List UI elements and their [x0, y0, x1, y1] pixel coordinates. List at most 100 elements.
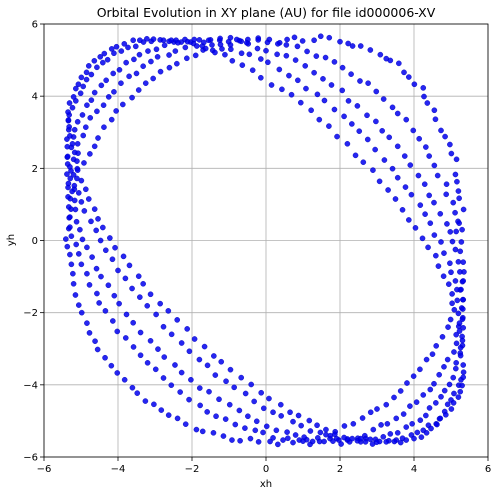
data-point [418, 434, 425, 440]
data-point [81, 160, 87, 166]
data-point [243, 39, 250, 46]
data-point [72, 206, 79, 213]
data-point [457, 352, 464, 359]
data-point [97, 54, 104, 60]
data-point [64, 243, 71, 250]
data-point [427, 386, 434, 393]
data-point [453, 331, 459, 338]
data-point [407, 162, 414, 168]
data-point [460, 362, 467, 368]
data-point [444, 221, 450, 227]
data-point [172, 48, 179, 54]
data-point [260, 429, 266, 436]
y-tick-label-2: −2 [23, 308, 38, 319]
data-point [95, 135, 101, 141]
data-point [441, 363, 447, 370]
data-point [422, 211, 428, 217]
data-point [380, 96, 387, 102]
data-point [197, 402, 203, 409]
data-point [389, 165, 396, 172]
data-point [452, 209, 458, 216]
data-point [147, 338, 154, 344]
data-point [75, 81, 82, 88]
data-point [416, 135, 422, 142]
data-point [206, 388, 212, 395]
data-point [227, 366, 234, 373]
data-point [83, 69, 90, 76]
data-point [383, 439, 390, 445]
x-tick-label-0: −6 [37, 464, 52, 475]
data-point [420, 392, 427, 398]
data-point [404, 380, 410, 386]
data-point [323, 426, 329, 433]
data-point [344, 140, 351, 147]
data-point [275, 441, 281, 448]
data-point [209, 42, 215, 48]
data-point [161, 42, 168, 49]
data-point [431, 162, 438, 169]
data-point [66, 124, 72, 130]
data-point [434, 421, 440, 428]
data-point [177, 389, 183, 395]
data-point [447, 260, 453, 267]
data-point [110, 318, 116, 324]
data-point [199, 428, 206, 435]
data-point [104, 56, 111, 63]
data-point [69, 140, 76, 147]
data-point [121, 41, 128, 47]
data-point [260, 405, 267, 412]
data-point [83, 186, 89, 193]
data-point [65, 204, 72, 210]
y-axis-label: yh [6, 234, 17, 246]
y-tick-label-3: 0 [32, 236, 38, 247]
data-point [338, 441, 344, 447]
data-point [122, 275, 129, 282]
data-point [223, 378, 229, 385]
data-point [67, 214, 73, 220]
data-point [105, 94, 112, 100]
data-point [345, 40, 351, 47]
data-point [263, 47, 269, 54]
data-point [454, 297, 461, 304]
data-point [362, 439, 369, 445]
data-point [65, 180, 72, 187]
data-point [87, 115, 94, 121]
data-point [456, 195, 462, 202]
data-point [89, 254, 95, 260]
data-point [97, 237, 104, 244]
data-point [84, 244, 90, 251]
data-point [83, 76, 90, 83]
data-point [258, 74, 264, 81]
data-point [153, 311, 159, 318]
data-point [73, 85, 79, 92]
data-point [64, 171, 70, 177]
data-point [367, 409, 374, 416]
data-point [268, 82, 275, 88]
data-point [411, 435, 417, 442]
data-point [349, 121, 355, 127]
data-point [222, 416, 229, 422]
data-point [449, 291, 455, 297]
data-point [184, 55, 190, 62]
data-point [157, 68, 164, 75]
data-point [451, 349, 457, 355]
data-point [85, 63, 92, 69]
data-point [236, 407, 243, 414]
data-point [172, 362, 178, 368]
data-point [383, 55, 390, 62]
data-point [178, 340, 185, 346]
data-point [423, 412, 429, 419]
data-point [290, 418, 296, 425]
data-point [450, 199, 457, 206]
data-point [431, 380, 437, 387]
data-point [264, 39, 271, 46]
data-point [98, 82, 105, 89]
y-tick-label-6: 6 [32, 20, 38, 31]
data-point [174, 317, 180, 323]
data-point [107, 235, 113, 241]
data-point [255, 439, 262, 445]
data-point [292, 57, 299, 63]
data-point [96, 300, 102, 306]
data-point [102, 247, 109, 254]
x-tick-label-6: 6 [485, 464, 491, 475]
